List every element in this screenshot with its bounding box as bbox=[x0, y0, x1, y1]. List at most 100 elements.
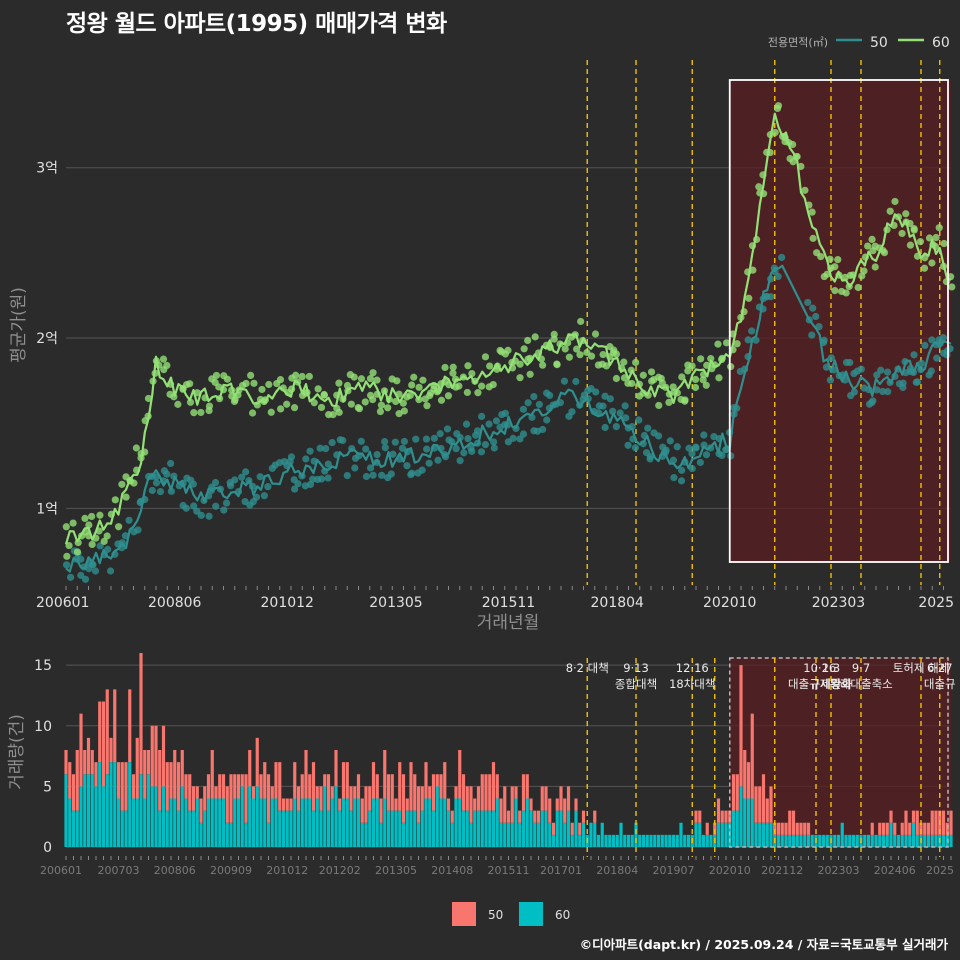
series-60-point bbox=[489, 380, 497, 389]
series-50-point bbox=[302, 455, 310, 463]
series-60-point bbox=[384, 404, 392, 412]
series-50-point bbox=[727, 452, 735, 460]
volume-bar-50 bbox=[131, 774, 136, 799]
volume-bar-60 bbox=[889, 822, 893, 847]
series-60-point bbox=[516, 374, 524, 382]
series-50-point bbox=[744, 336, 752, 344]
volume-bar-50 bbox=[514, 786, 518, 799]
volume-bar-60 bbox=[71, 810, 76, 847]
series-60-point bbox=[174, 400, 182, 408]
series-50-point bbox=[606, 395, 614, 403]
series-50-point bbox=[369, 471, 377, 479]
volume-bar-50 bbox=[143, 750, 147, 799]
series-60-point bbox=[130, 479, 138, 487]
volume-bar-60 bbox=[724, 822, 728, 847]
series-50-point bbox=[373, 450, 381, 459]
series-60-point bbox=[745, 294, 753, 302]
series-60-point bbox=[612, 374, 621, 383]
volume-bar-50 bbox=[274, 762, 278, 799]
series-60-point bbox=[504, 346, 512, 354]
volume-bar-60 bbox=[330, 798, 334, 847]
series-50-point bbox=[456, 457, 464, 465]
series-50-point bbox=[928, 336, 936, 344]
series-60-point bbox=[681, 397, 689, 405]
volume-bar-60 bbox=[319, 810, 323, 847]
series-60-point bbox=[576, 351, 584, 359]
series-50-point bbox=[688, 449, 696, 458]
volume-bar-60 bbox=[124, 810, 128, 847]
volume-bar-60 bbox=[394, 810, 398, 847]
volume-annotation: 6·27 대출규 bbox=[924, 661, 956, 691]
series-50-point bbox=[460, 449, 468, 457]
volume-bar-60 bbox=[563, 822, 567, 847]
volume-bar-60 bbox=[840, 822, 844, 847]
volume-bar-60 bbox=[769, 822, 773, 847]
series-60-point bbox=[722, 339, 731, 347]
series-60-point bbox=[205, 406, 213, 415]
volume-bar-60 bbox=[784, 834, 788, 847]
volume-bar-60 bbox=[398, 810, 402, 847]
series-50-point bbox=[412, 435, 420, 443]
volume-bar-60 bbox=[105, 774, 109, 847]
series-60-point bbox=[258, 385, 266, 394]
volume-bar-60 bbox=[345, 798, 349, 847]
volume-y-tick-label: 10 bbox=[34, 719, 52, 735]
volume-x-tick-label: 200806 bbox=[154, 864, 196, 877]
volume-bar-50 bbox=[754, 786, 758, 823]
volume-bar-60 bbox=[679, 822, 683, 847]
series-50-point bbox=[477, 448, 486, 456]
volume-legend-label-50: 50 bbox=[488, 908, 503, 922]
series-60-point bbox=[212, 371, 221, 380]
series-60-point bbox=[163, 361, 171, 370]
series-60-point bbox=[854, 283, 862, 292]
volume-annotation-text: 10·26 bbox=[803, 661, 836, 675]
volume-bar-50 bbox=[334, 750, 338, 787]
series-60-point bbox=[910, 225, 918, 233]
series-50-point bbox=[423, 445, 431, 453]
volume-bar-50 bbox=[536, 810, 541, 823]
volume-bar-50 bbox=[154, 725, 158, 787]
series-60-point bbox=[928, 259, 936, 267]
series-60-point bbox=[343, 381, 352, 390]
series-60-point bbox=[190, 409, 198, 417]
volume-bar-50 bbox=[289, 798, 293, 811]
series-50-point bbox=[163, 470, 171, 478]
series-60-point bbox=[115, 523, 123, 531]
volume-bar-60 bbox=[641, 834, 646, 847]
series-60-point bbox=[842, 289, 850, 297]
volume-bar-60 bbox=[98, 762, 102, 847]
volume-legend-key-50 bbox=[452, 902, 476, 926]
volume-bar-50 bbox=[188, 774, 192, 811]
volume-bar-50 bbox=[319, 786, 323, 811]
series-50-point bbox=[524, 399, 532, 407]
series-50-point bbox=[452, 445, 460, 453]
volume-bar-60 bbox=[409, 810, 413, 847]
volume-bar-60 bbox=[533, 822, 537, 847]
volume-bar-50 bbox=[413, 774, 417, 811]
volume-bar-50 bbox=[581, 810, 586, 823]
series-50-point bbox=[869, 397, 877, 405]
volume-bar-60 bbox=[304, 798, 308, 847]
series-50-point bbox=[927, 367, 935, 375]
volume-bar-60 bbox=[214, 798, 218, 847]
series-50-point bbox=[339, 436, 347, 445]
volume-bar-60 bbox=[908, 834, 912, 847]
series-60-point bbox=[714, 340, 722, 348]
volume-bar-60 bbox=[458, 798, 462, 847]
volume-bar-60 bbox=[866, 834, 871, 847]
volume-annotation-text: 토허제 해제 bbox=[893, 661, 950, 675]
volume-bar-60 bbox=[863, 834, 867, 847]
volume-bar-50 bbox=[743, 750, 747, 799]
series-50-point bbox=[66, 573, 75, 581]
volume-bar-60 bbox=[461, 810, 466, 847]
series-60-point bbox=[292, 371, 300, 379]
series-60-point bbox=[85, 521, 93, 529]
volume-bar-60 bbox=[68, 798, 72, 847]
series-60-point bbox=[886, 207, 894, 215]
volume-bar-60 bbox=[450, 822, 454, 847]
volume-bar-50 bbox=[281, 798, 286, 811]
volume-bar-50 bbox=[773, 822, 777, 835]
series-60-point bbox=[871, 263, 879, 271]
series-50-point bbox=[134, 526, 142, 534]
volume-bar-60 bbox=[371, 798, 376, 847]
